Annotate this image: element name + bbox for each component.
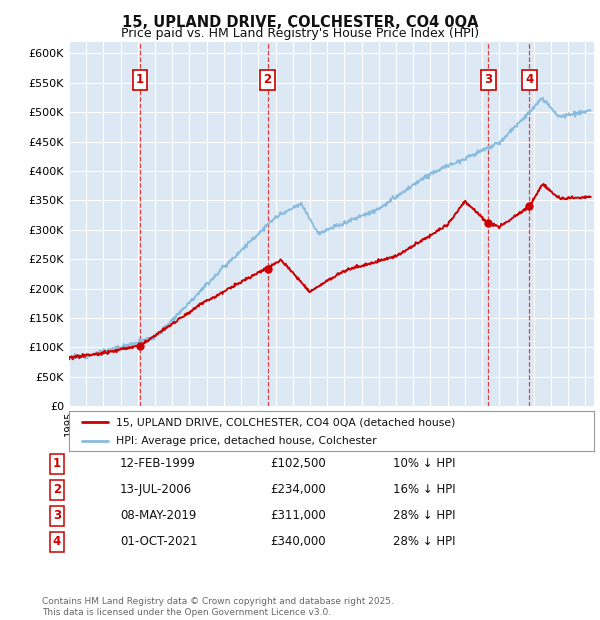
Text: 3: 3 [484, 73, 493, 86]
Text: Contains HM Land Registry data © Crown copyright and database right 2025.
This d: Contains HM Land Registry data © Crown c… [42, 598, 394, 617]
Text: £102,500: £102,500 [270, 458, 326, 470]
Text: 12-FEB-1999: 12-FEB-1999 [120, 458, 196, 470]
Text: 2: 2 [263, 73, 272, 86]
Text: 13-JUL-2006: 13-JUL-2006 [120, 484, 192, 496]
Text: 15, UPLAND DRIVE, COLCHESTER, CO4 0QA: 15, UPLAND DRIVE, COLCHESTER, CO4 0QA [122, 15, 478, 30]
Text: £340,000: £340,000 [270, 536, 326, 548]
Text: 3: 3 [53, 510, 61, 522]
Text: 08-MAY-2019: 08-MAY-2019 [120, 510, 196, 522]
Text: 1: 1 [53, 458, 61, 470]
Text: 1: 1 [136, 73, 144, 86]
Text: 4: 4 [53, 536, 61, 548]
Text: HPI: Average price, detached house, Colchester: HPI: Average price, detached house, Colc… [116, 436, 377, 446]
Text: 10% ↓ HPI: 10% ↓ HPI [393, 458, 455, 470]
Text: 4: 4 [526, 73, 533, 86]
Text: 28% ↓ HPI: 28% ↓ HPI [393, 536, 455, 548]
Text: £234,000: £234,000 [270, 484, 326, 496]
Text: 01-OCT-2021: 01-OCT-2021 [120, 536, 197, 548]
Text: 16% ↓ HPI: 16% ↓ HPI [393, 484, 455, 496]
Text: Price paid vs. HM Land Registry's House Price Index (HPI): Price paid vs. HM Land Registry's House … [121, 27, 479, 40]
Text: 15, UPLAND DRIVE, COLCHESTER, CO4 0QA (detached house): 15, UPLAND DRIVE, COLCHESTER, CO4 0QA (d… [116, 417, 455, 427]
Text: 2: 2 [53, 484, 61, 496]
Text: 28% ↓ HPI: 28% ↓ HPI [393, 510, 455, 522]
Text: £311,000: £311,000 [270, 510, 326, 522]
